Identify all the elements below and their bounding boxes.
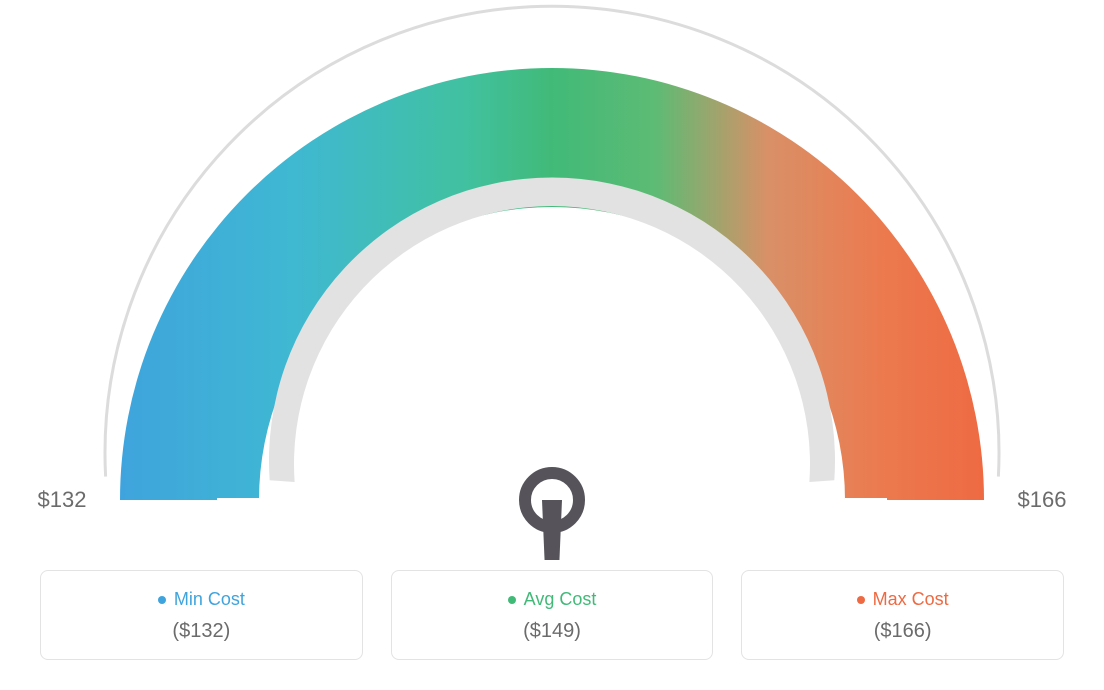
minor-tick <box>855 553 882 558</box>
legend-card-max: Max Cost ($166) <box>741 570 1064 660</box>
gauge-chart: $132$136$140$149$155$161$166 <box>0 0 1104 560</box>
dot-icon <box>508 596 516 604</box>
legend-label-avg: Avg Cost <box>508 589 597 610</box>
legend-row: Min Cost ($132) Avg Cost ($149) Max Cost… <box>0 570 1104 660</box>
legend-max-text: Max Cost <box>873 589 949 610</box>
legend-card-min: Min Cost ($132) <box>40 570 363 660</box>
dot-icon <box>857 596 865 604</box>
legend-label-min: Min Cost <box>158 589 245 610</box>
tick-label: $132 <box>38 487 87 512</box>
legend-avg-value: ($149) <box>392 620 713 643</box>
gauge-svg: $132$136$140$149$155$161$166 <box>0 0 1104 560</box>
legend-min-text: Min Cost <box>174 589 245 610</box>
minor-tick <box>222 553 249 558</box>
legend-label-max: Max Cost <box>857 589 949 610</box>
legend-max-value: ($166) <box>742 620 1063 643</box>
color-band <box>120 68 984 500</box>
tick-label: $166 <box>1018 487 1067 512</box>
legend-card-avg: Avg Cost ($149) <box>391 570 714 660</box>
legend-avg-text: Avg Cost <box>524 589 597 610</box>
legend-min-value: ($132) <box>41 620 362 643</box>
dot-icon <box>158 596 166 604</box>
